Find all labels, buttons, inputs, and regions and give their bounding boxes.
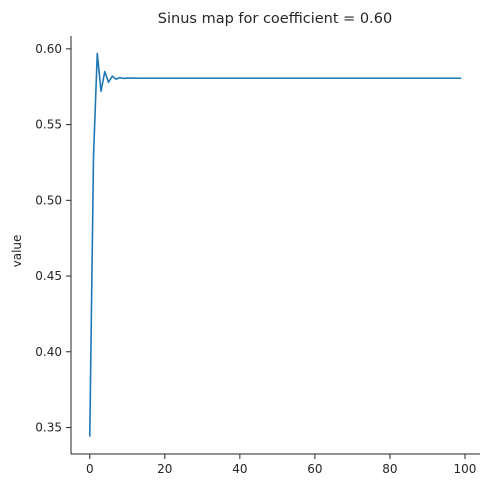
y-tick-label: 0.40 — [35, 345, 62, 359]
series-line — [88, 52, 462, 437]
y-tick-label: 0.45 — [35, 269, 62, 283]
x-tick-label: 60 — [307, 462, 322, 476]
x-tick-label: 80 — [382, 462, 397, 476]
x-tick-label: 40 — [232, 462, 247, 476]
chart-title: Sinus map for coefficient = 0.60 — [158, 11, 392, 27]
x-ticks: 0 20 40 60 80 100 — [86, 454, 477, 476]
y-ticks: 0.35 0.40 0.45 0.50 0.55 0.60 — [35, 42, 71, 434]
y-tick-label: 0.55 — [35, 118, 62, 132]
x-tick-label: 0 — [86, 462, 94, 476]
y-tick-label: 0.35 — [35, 420, 62, 434]
x-tick-label: 100 — [454, 462, 477, 476]
y-tick-label: 0.60 — [35, 42, 62, 56]
y-axis-label: value — [10, 235, 24, 268]
series-group — [88, 52, 462, 437]
x-tick-label: 20 — [157, 462, 172, 476]
y-tick-label: 0.50 — [35, 193, 62, 207]
